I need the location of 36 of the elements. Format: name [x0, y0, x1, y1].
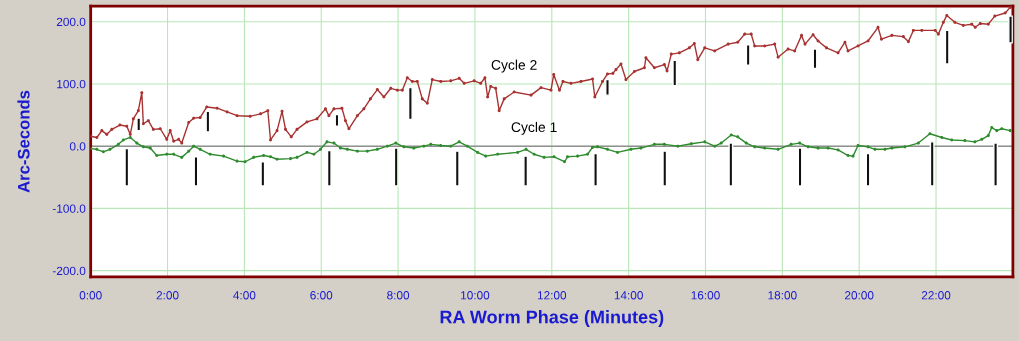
x-tick-label: 8:00 — [387, 291, 410, 300]
bar — [993, 142, 999, 187]
bar — [593, 152, 599, 187]
bar — [662, 150, 668, 187]
bar — [124, 147, 130, 187]
bar — [454, 150, 460, 187]
x-tick-label: 4:00 — [233, 291, 256, 300]
x-tick-label: 18:00 — [768, 291, 797, 300]
x-tick-label: 10:00 — [461, 291, 490, 300]
bar — [326, 149, 332, 187]
x-tick-label: 6:00 — [310, 291, 333, 300]
x-axis-title: RA Worm Phase (Minutes) — [440, 310, 664, 327]
y-tick-label: 100.0 — [57, 79, 86, 89]
x-tick-label: 16:00 — [691, 291, 720, 300]
series-label: Cycle 1 — [511, 121, 557, 135]
x-tick-label: 20:00 — [845, 291, 874, 300]
bar — [929, 141, 935, 187]
bar — [407, 86, 413, 121]
bar — [944, 29, 950, 65]
x-tick-label: 14:00 — [614, 291, 643, 300]
x-tick-label: 12:00 — [537, 291, 567, 300]
y-axis-title: Arc-Seconds — [17, 90, 30, 193]
y-tick-label: -200.0 — [52, 266, 86, 276]
bar — [136, 117, 142, 132]
bar — [260, 161, 266, 187]
y-tick-label: 0.0 — [69, 142, 86, 151]
x-tick-label: 22:00 — [921, 291, 951, 300]
bar — [672, 59, 678, 87]
x-tick-label: 2:00 — [156, 291, 179, 300]
y-tick-label: -100.0 — [52, 204, 86, 213]
series-label: Cycle 2 — [491, 59, 537, 73]
bar — [745, 44, 751, 66]
y-tick-label: 200.0 — [56, 17, 86, 27]
bar — [728, 142, 734, 187]
bar — [523, 155, 529, 187]
x-tick-label: 0:00 — [79, 291, 102, 300]
